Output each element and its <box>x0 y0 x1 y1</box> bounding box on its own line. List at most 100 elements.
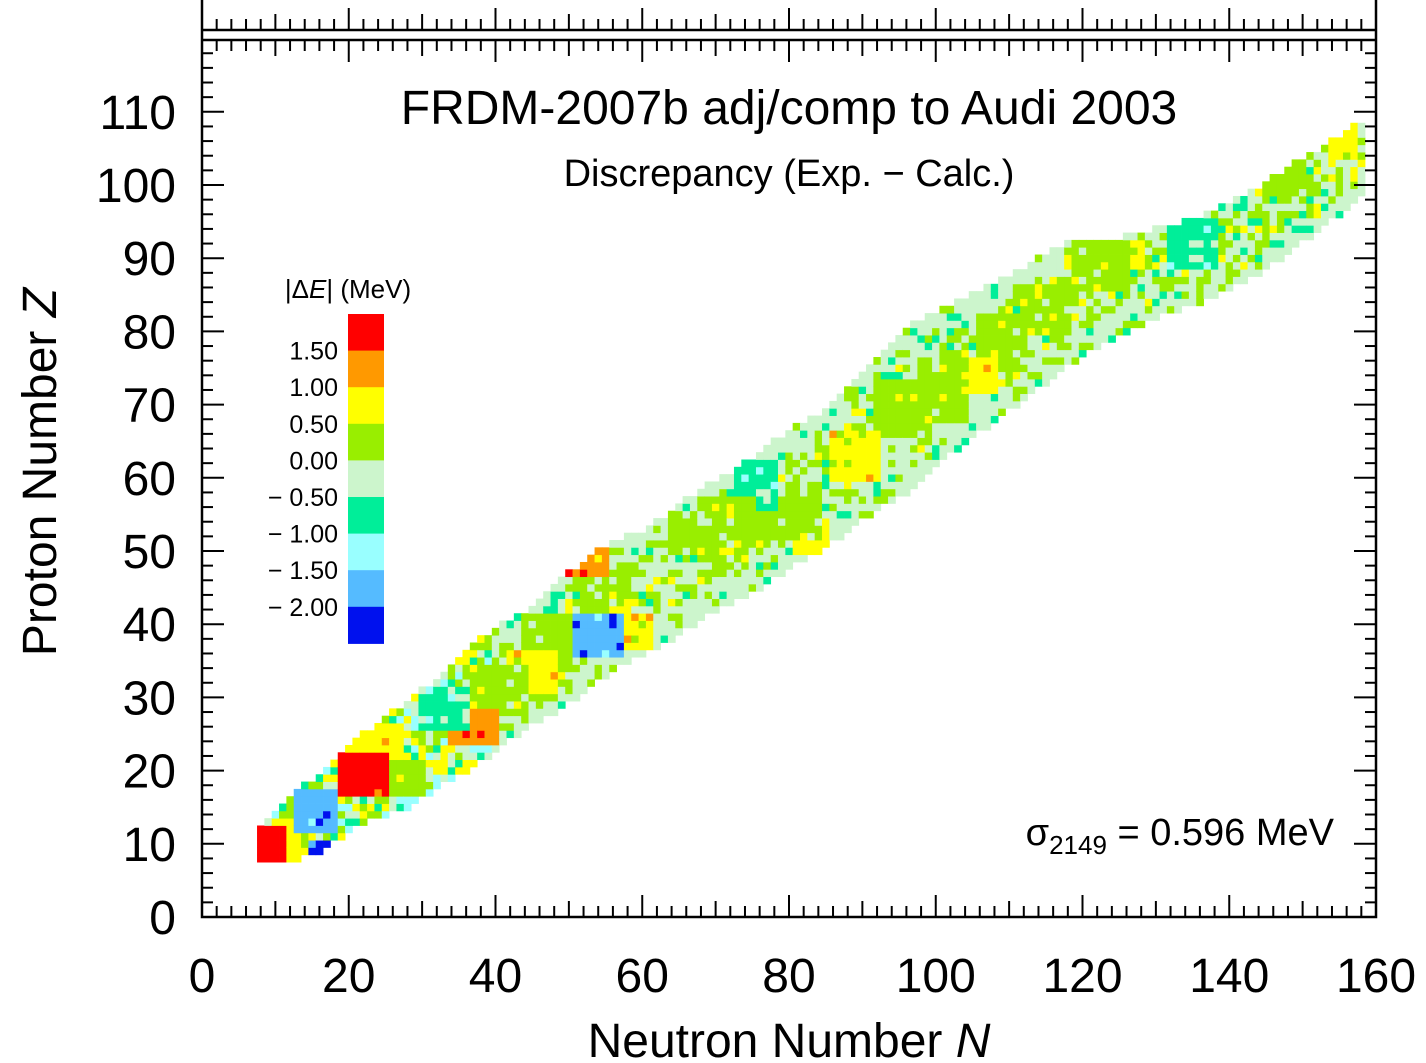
heatmap-cell <box>1313 188 1322 197</box>
heatmap-cell <box>792 525 801 534</box>
heatmap-cell <box>1027 357 1036 365</box>
heatmap-cell <box>411 715 419 724</box>
heatmap-cell <box>829 452 838 460</box>
heatmap-cell <box>396 781 405 790</box>
heatmap-cell <box>1320 159 1329 168</box>
heatmap-cell <box>873 386 882 395</box>
heatmap-cell <box>1130 305 1138 314</box>
heatmap-cell <box>917 386 926 395</box>
heatmap-cell <box>1196 232 1204 241</box>
heatmap-cell <box>1012 357 1021 365</box>
legend-label: 1.50 <box>289 338 338 366</box>
heatmap-cell <box>726 561 735 570</box>
heatmap-cell <box>491 730 500 739</box>
heatmap-cell <box>711 569 720 578</box>
heatmap-cell <box>645 547 654 556</box>
heatmap-cell <box>469 657 478 665</box>
heatmap-cell <box>1078 247 1087 255</box>
heatmap-cell <box>822 444 830 453</box>
heatmap-cell <box>609 642 617 651</box>
heatmap-cell <box>851 422 860 431</box>
heatmap-cell <box>631 649 639 658</box>
heatmap-cell <box>763 459 772 468</box>
heatmap-cell <box>902 466 911 475</box>
heatmap-cell <box>477 715 485 724</box>
heatmap-cell <box>352 774 361 782</box>
heatmap-cell <box>1328 181 1337 190</box>
heatmap-cell <box>535 693 544 702</box>
heatmap-cell <box>660 635 669 643</box>
heatmap-cell <box>1174 225 1182 233</box>
heatmap-cell <box>345 744 353 753</box>
heatmap-cell <box>557 642 566 651</box>
heatmap-cell <box>1130 298 1138 307</box>
heatmap-cell <box>1196 239 1204 248</box>
heatmap-cell <box>1247 217 1256 226</box>
heatmap-cell <box>741 481 750 490</box>
heatmap-cell <box>1181 225 1190 233</box>
heatmap-cell <box>645 613 654 621</box>
heatmap-cell <box>1203 232 1212 241</box>
heatmap-cell <box>800 540 808 548</box>
heatmap-cell <box>961 305 970 314</box>
heatmap-cell <box>719 583 728 592</box>
heatmap-cell <box>697 598 706 607</box>
heatmap-cell <box>961 298 970 307</box>
heatmap-cell <box>858 408 867 416</box>
heatmap-cell <box>631 532 639 541</box>
heatmap-cell <box>858 437 867 446</box>
heatmap-cell <box>418 708 427 717</box>
heatmap-cell <box>917 452 926 460</box>
heatmap-cell <box>1100 239 1109 248</box>
heatmap-cell <box>440 730 449 739</box>
heatmap-cell <box>609 657 617 665</box>
heatmap-cell <box>587 679 595 687</box>
heatmap-cell <box>792 422 801 431</box>
heatmap-cell <box>257 854 265 863</box>
heatmap-cell <box>455 737 463 746</box>
heatmap-cell <box>983 298 992 307</box>
heatmap-cell <box>910 335 918 343</box>
heatmap-cell <box>1056 276 1065 285</box>
heatmap-cell <box>572 657 581 665</box>
heatmap-cell <box>521 701 529 709</box>
heatmap-cell <box>1203 225 1212 233</box>
heatmap-cell <box>822 532 830 541</box>
heatmap-cell <box>455 679 463 687</box>
heatmap-cell <box>455 715 463 724</box>
heatmap-cell <box>961 364 970 373</box>
heatmap-cell <box>990 364 999 373</box>
heatmap-cell <box>1152 254 1160 263</box>
heatmap-cell <box>741 525 750 534</box>
heatmap-cell <box>763 561 772 570</box>
heatmap-cell <box>1262 203 1271 212</box>
heatmap-cell <box>1115 327 1124 336</box>
heatmap-cell <box>1042 327 1050 336</box>
heatmap-cell <box>345 788 353 797</box>
heatmap-cell <box>345 810 353 819</box>
heatmap-cell <box>623 540 632 548</box>
heatmap-cell <box>785 481 794 490</box>
heatmap-cell <box>748 466 757 475</box>
x-tick-labels: 0 20 40 60 80 100 120 140 160 <box>189 950 1416 1003</box>
heatmap-cell <box>785 554 794 563</box>
heatmap-cell <box>711 518 720 526</box>
heatmap-cell <box>858 474 867 482</box>
heatmap-cell <box>741 518 750 526</box>
heatmap-cell <box>418 701 427 709</box>
heatmap-cell <box>638 547 647 556</box>
heatmap-cell <box>1020 342 1028 351</box>
heatmap-cell <box>616 591 625 599</box>
heatmap-cell <box>653 605 661 614</box>
heatmap-cell <box>888 496 896 504</box>
heatmap-cell <box>601 613 610 621</box>
heatmap-cell <box>873 437 882 446</box>
heatmap-cell <box>293 788 302 797</box>
heatmap-cell <box>440 671 449 680</box>
heatmap-cell <box>1049 313 1058 321</box>
heatmap-cell <box>1298 188 1307 197</box>
heatmap-cell <box>499 686 507 695</box>
heatmap-cell <box>1078 305 1087 314</box>
heatmap-cell <box>587 554 595 563</box>
heatmap-cell <box>1276 188 1285 197</box>
